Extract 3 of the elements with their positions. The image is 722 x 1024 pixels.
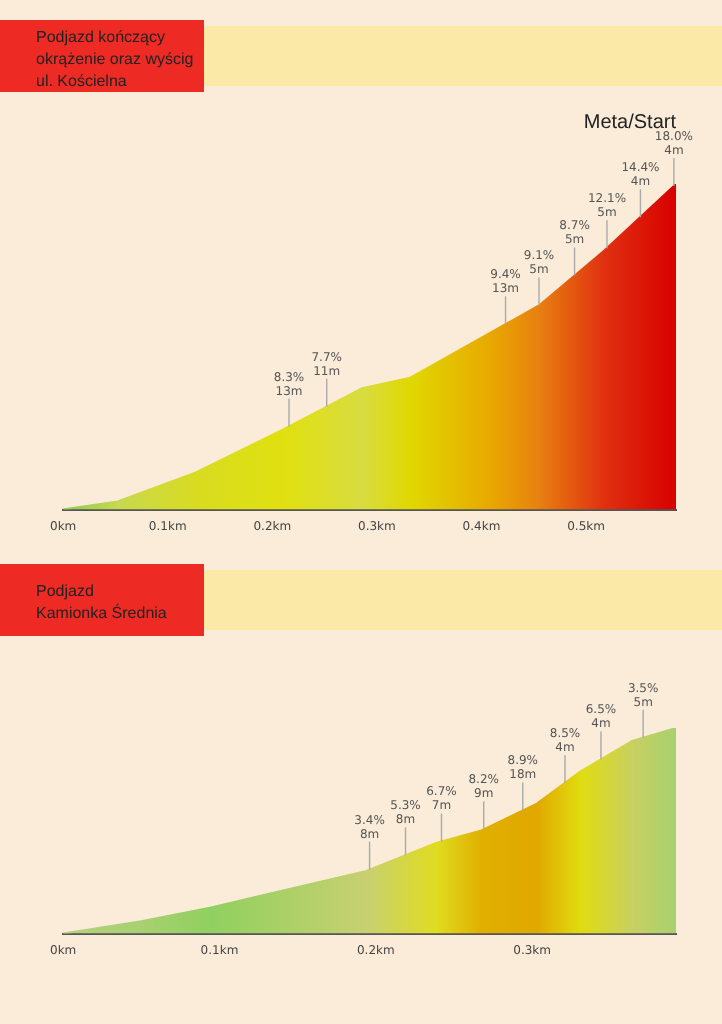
chart-title: Podjazd Kamionka Średnia	[36, 580, 169, 624]
chart-title: Podjazd kończący okrążenie oraz wyścig ul. Kościelna	[36, 25, 196, 91]
text: Meta/Start	[583, 112, 677, 134]
